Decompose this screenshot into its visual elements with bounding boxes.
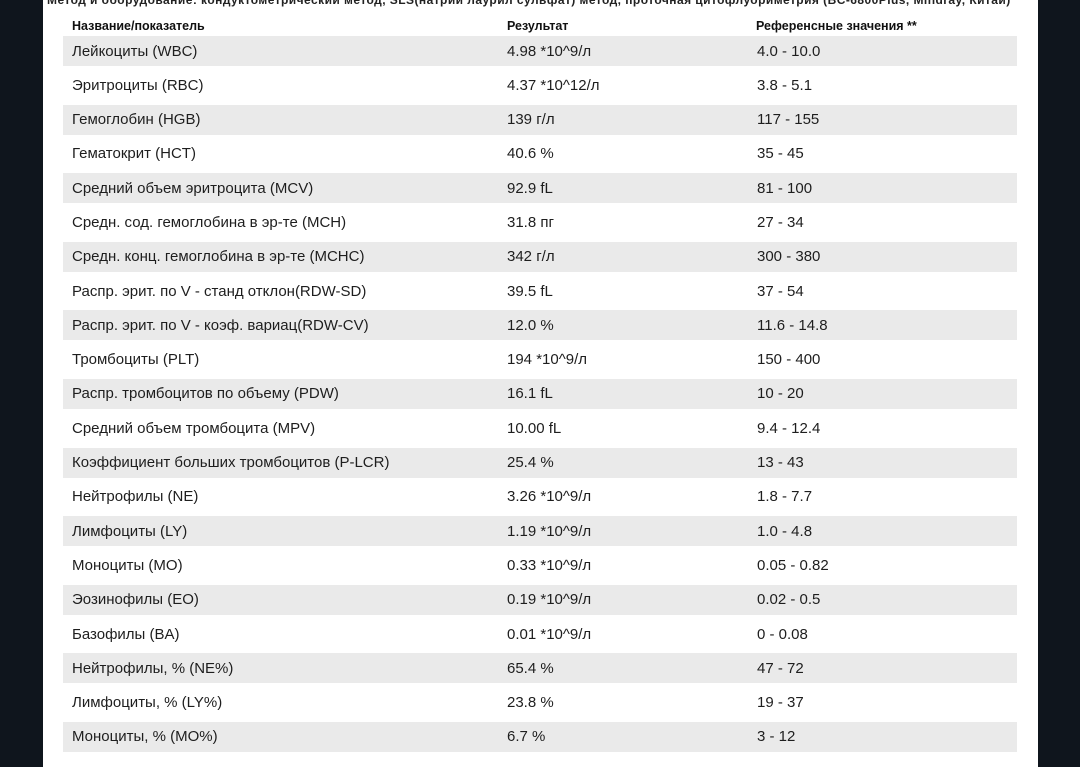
column-header-result: Результат bbox=[507, 19, 569, 33]
cell-result: 0.19 *10^9/л bbox=[507, 591, 592, 609]
cell-parameter-name: Средний объем тромбоцита (MPV) bbox=[72, 419, 316, 437]
cell-parameter-name: Базофилы (BA) bbox=[72, 625, 180, 643]
table-row: Лейкоциты (WBC) 4.98 *10^9/л 4.0 - 10.0 bbox=[63, 36, 1017, 66]
table-row: Моноциты, % (MO%) 6.7 % 3 - 12 bbox=[63, 721, 1017, 752]
cell-result: 0.33 *10^9/л bbox=[507, 556, 592, 574]
cell-parameter-name: Лимфоциты (LY) bbox=[72, 522, 188, 540]
cell-parameter-name: Коэффициент больших тромбоцитов (P-LCR) bbox=[72, 454, 390, 472]
cell-parameter-name: Гематокрит (HCT) bbox=[72, 145, 196, 163]
table-row: Нейтрофилы, % (NE%) 65.4 % 47 - 72 bbox=[63, 653, 1017, 684]
table-row: Тромбоциты (PLT) 194 *10^9/л 150 - 400 bbox=[63, 344, 1017, 375]
cell-parameter-name: Тромбоциты (PLT) bbox=[72, 351, 200, 369]
table-row: Базофилы (BA) 0.01 *10^9/л 0 - 0.08 bbox=[63, 619, 1017, 650]
cell-parameter-name: Эозинофилы (EO) bbox=[72, 591, 199, 609]
cell-reference: 1.8 - 7.7 bbox=[757, 488, 813, 506]
cell-result: 25.4 % bbox=[507, 454, 554, 472]
results-table-header: Название/показатель Результат Референсны… bbox=[43, 19, 1038, 33]
cell-result: 342 г/л bbox=[507, 248, 555, 266]
cell-parameter-name: Средн. конц. гемоглобина в эр-те (MCHC) bbox=[72, 248, 365, 266]
cell-parameter-name: Моноциты, % (MO%) bbox=[72, 728, 218, 746]
cell-reference: 300 - 380 bbox=[757, 248, 821, 266]
results-table: Лейкоциты (WBC) 4.98 *10^9/л 4.0 - 10.0 … bbox=[63, 36, 1017, 756]
table-row: Распр. тромбоцитов по объему (PDW) 16.1 … bbox=[63, 378, 1017, 409]
cell-result: 92.9 fL bbox=[507, 179, 553, 197]
column-header-reference: Референсные значения ** bbox=[756, 19, 917, 33]
cell-result: 39.5 fL bbox=[507, 282, 553, 300]
cell-result: 40.6 % bbox=[507, 145, 554, 163]
cell-parameter-name: Распр. тромбоцитов по объему (PDW) bbox=[72, 385, 339, 403]
table-row: Средний объем тромбоцита (MPV) 10.00 fL … bbox=[63, 413, 1017, 444]
table-row: Эритроциты (RBC) 4.37 *10^12/л 3.8 - 5.1 bbox=[63, 70, 1017, 101]
cell-result: 31.8 пг bbox=[507, 213, 554, 231]
cell-parameter-name: Нейтрофилы (NE) bbox=[72, 488, 199, 506]
cell-reference: 11.6 - 14.8 bbox=[757, 316, 828, 334]
table-row: Лимфоциты, % (LY%) 23.8 % 19 - 37 bbox=[63, 687, 1017, 718]
cell-reference: 0.05 - 0.82 bbox=[757, 556, 829, 574]
cell-result: 6.7 % bbox=[507, 728, 546, 746]
table-row: Распр. эрит. по V - коэф. вариац(RDW-CV)… bbox=[63, 310, 1017, 341]
cell-parameter-name: Распр. эрит. по V - коэф. вариац(RDW-CV) bbox=[72, 316, 369, 334]
table-row: Гемоглобин (HGB) 139 г/л 117 - 155 bbox=[63, 104, 1017, 135]
cell-parameter-name: Гемоглобин (HGB) bbox=[72, 111, 201, 129]
cell-reference: 13 - 43 bbox=[757, 454, 804, 472]
cell-result: 10.00 fL bbox=[507, 419, 562, 437]
cell-reference: 3.8 - 5.1 bbox=[757, 76, 813, 94]
table-row: Коэффициент больших тромбоцитов (P-LCR) … bbox=[63, 447, 1017, 478]
cell-parameter-name: Распр. эрит. по V - станд отклон(RDW-SD) bbox=[72, 282, 367, 300]
cell-parameter-name: Средн. сод. гемоглобина в эр-те (MCH) bbox=[72, 213, 347, 231]
cell-parameter-name: Лейкоциты (WBC) bbox=[72, 42, 198, 60]
cell-result: 4.98 *10^9/л bbox=[507, 42, 592, 60]
cell-result: 65.4 % bbox=[507, 659, 554, 677]
document-page: Метод и оборудование: кондуктометрически… bbox=[43, 0, 1038, 767]
table-row: Распр. эрит. по V - станд отклон(RDW-SD)… bbox=[63, 276, 1017, 307]
cell-reference: 37 - 54 bbox=[757, 282, 804, 300]
cell-reference: 0 - 0.08 bbox=[757, 625, 808, 643]
table-row: Моноциты (MO) 0.33 *10^9/л 0.05 - 0.82 bbox=[63, 550, 1017, 581]
cell-parameter-name: Эритроциты (RBC) bbox=[72, 76, 204, 94]
cell-result: 3.26 *10^9/л bbox=[507, 488, 592, 506]
table-row: Лимфоциты (LY) 1.19 *10^9/л 1.0 - 4.8 bbox=[63, 516, 1017, 547]
cell-reference: 81 - 100 bbox=[757, 179, 813, 197]
cell-reference: 4.0 - 10.0 bbox=[757, 42, 821, 60]
cell-result: 23.8 % bbox=[507, 694, 554, 712]
cell-result: 139 г/л bbox=[507, 111, 555, 129]
cell-reference: 150 - 400 bbox=[757, 351, 821, 369]
cell-result: 16.1 fL bbox=[507, 385, 553, 403]
cell-reference: 27 - 34 bbox=[757, 213, 804, 231]
cell-reference: 9.4 - 12.4 bbox=[757, 419, 821, 437]
cell-result: 4.37 *10^12/л bbox=[507, 76, 600, 94]
table-row: Эозинофилы (EO) 0.19 *10^9/л 0.02 - 0.5 bbox=[63, 584, 1017, 615]
cell-result: 194 *10^9/л bbox=[507, 351, 588, 369]
cell-parameter-name: Лимфоциты, % (LY%) bbox=[72, 694, 223, 712]
cell-parameter-name: Средний объем эритроцита (MCV) bbox=[72, 179, 314, 197]
cell-parameter-name: Моноциты (MO) bbox=[72, 556, 183, 574]
column-header-name: Название/показатель bbox=[72, 19, 205, 33]
cell-reference: 10 - 20 bbox=[757, 385, 804, 403]
cell-reference: 0.02 - 0.5 bbox=[757, 591, 821, 609]
cell-reference: 117 - 155 bbox=[757, 111, 820, 129]
cell-result: 12.0 % bbox=[507, 316, 554, 334]
table-row: Гематокрит (HCT) 40.6 % 35 - 45 bbox=[63, 138, 1017, 169]
cell-reference: 3 - 12 bbox=[757, 728, 796, 746]
cell-result: 0.01 *10^9/л bbox=[507, 625, 592, 643]
cell-result: 1.19 *10^9/л bbox=[507, 522, 592, 540]
table-row: Средн. сод. гемоглобина в эр-те (MCH) 31… bbox=[63, 207, 1017, 238]
cell-reference: 1.0 - 4.8 bbox=[757, 522, 813, 540]
cell-reference: 35 - 45 bbox=[757, 145, 804, 163]
table-row: Нейтрофилы (NE) 3.26 *10^9/л 1.8 - 7.7 bbox=[63, 481, 1017, 512]
cell-reference: 19 - 37 bbox=[757, 694, 804, 712]
table-row: Средн. конц. гемоглобина в эр-те (MCHC) … bbox=[63, 241, 1017, 272]
method-equipment-line: Метод и оборудование: кондуктометрически… bbox=[47, 0, 1011, 7]
cell-parameter-name: Нейтрофилы, % (NE%) bbox=[72, 659, 234, 677]
cell-reference: 47 - 72 bbox=[757, 659, 804, 677]
table-row: Средний объем эритроцита (MCV) 92.9 fL 8… bbox=[63, 173, 1017, 204]
